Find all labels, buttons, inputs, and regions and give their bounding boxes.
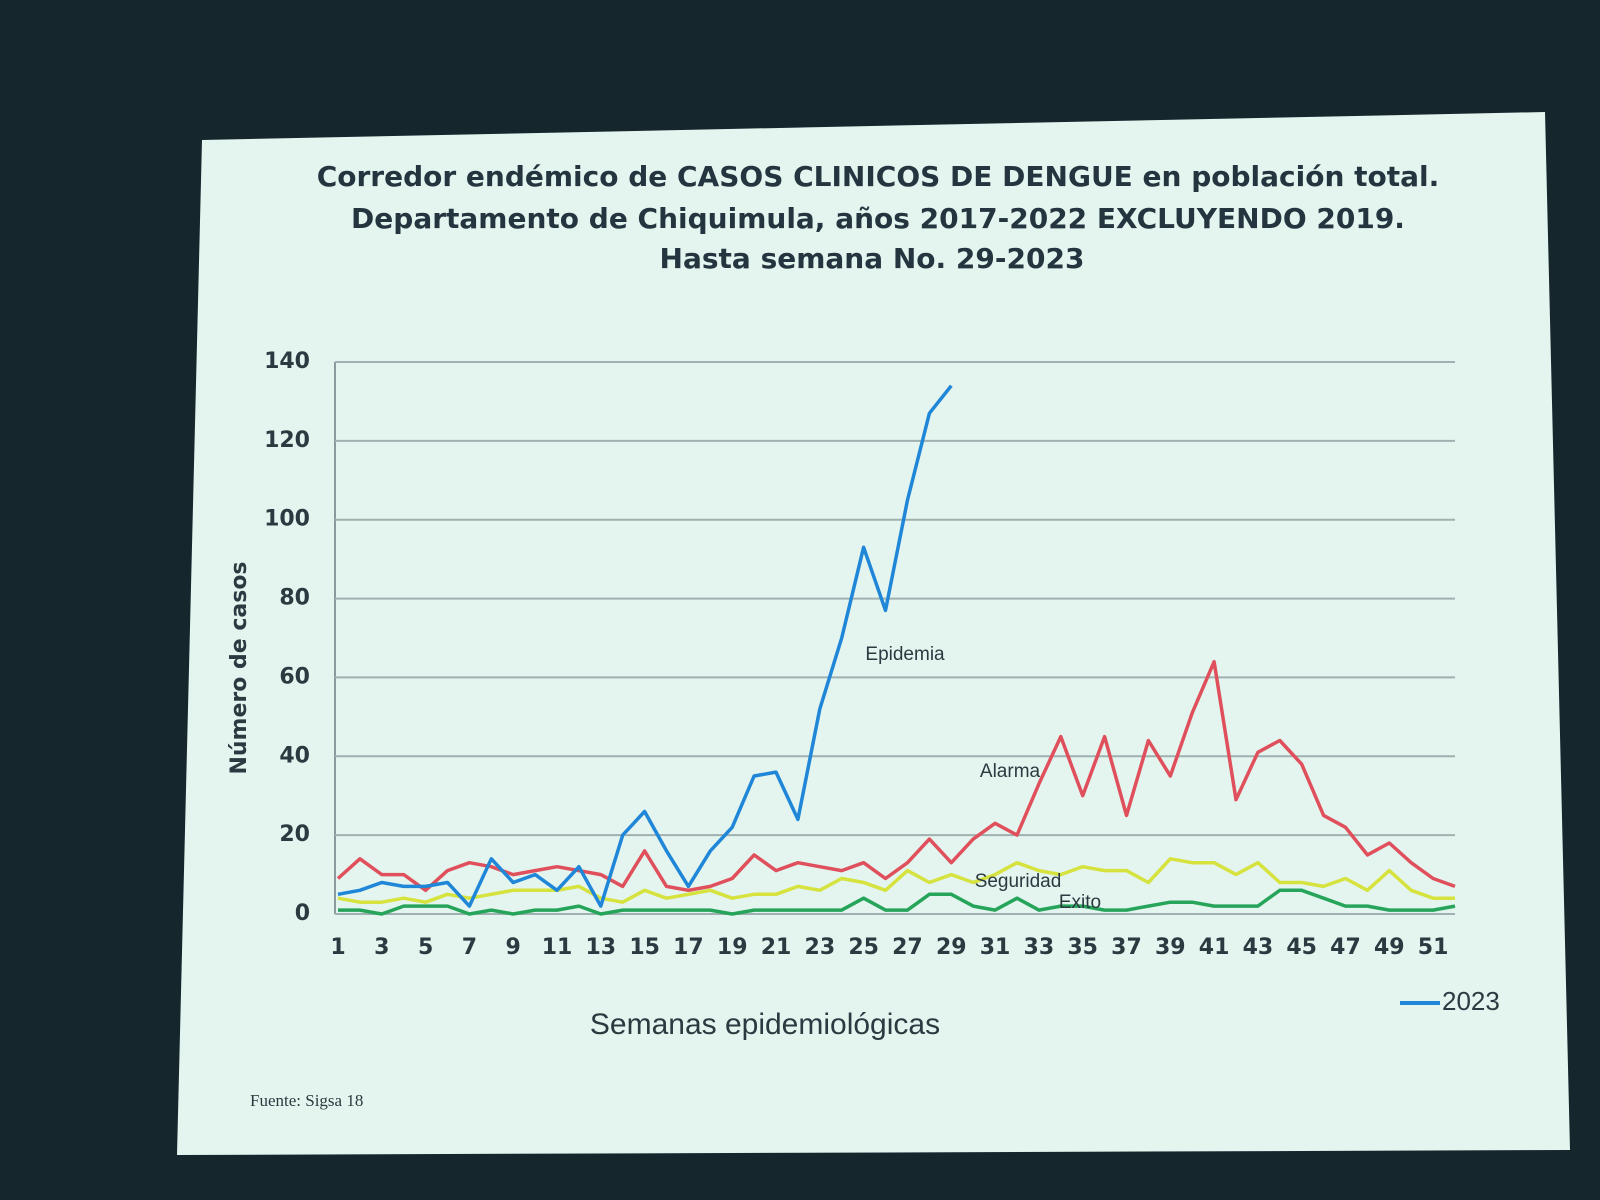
slide	[177, 112, 1570, 1155]
x-tick-label: 35	[1067, 935, 1098, 960]
chart-title: Departamento de Chiquimula, años 2017-20…	[351, 202, 1405, 235]
y-tick-label: 60	[279, 664, 310, 689]
x-tick-label: 9	[506, 935, 521, 960]
x-tick-label: 27	[892, 935, 923, 960]
x-tick-label: 13	[586, 935, 617, 960]
series-line	[337, 384, 953, 908]
x-tick-label: 41	[1199, 935, 1230, 960]
series-annotation: Exito	[1059, 892, 1101, 913]
y-tick-label: 0	[295, 901, 310, 926]
x-tick-label: 51	[1418, 935, 1449, 960]
x-tick-label: 33	[1024, 935, 1055, 960]
x-tick-label: 25	[848, 935, 879, 960]
source-note: Fuente: Sigsa 18	[250, 1091, 363, 1110]
series-line	[338, 888, 1456, 916]
series-annotation: Seguridad	[975, 871, 1062, 892]
x-tick-label: 45	[1286, 935, 1317, 960]
x-tick-label: 39	[1155, 935, 1186, 960]
y-axis-label: Número de casos	[227, 561, 252, 774]
x-tick-label: 5	[418, 935, 433, 960]
x-tick-label: 15	[629, 935, 660, 960]
chart-title: Hasta semana No. 29-2023	[660, 242, 1085, 275]
series-line	[336, 659, 1456, 893]
y-tick-label: 140	[264, 349, 310, 374]
x-tick-label: 37	[1111, 935, 1142, 960]
chart-title: Corredor endémico de CASOS CLINICOS DE D…	[317, 160, 1440, 193]
x-axis-label: Semanas epidemiológicas	[590, 1008, 940, 1041]
y-tick-label: 100	[264, 507, 310, 532]
legend-label: 2023	[1442, 986, 1500, 1016]
x-tick-label: 1	[330, 935, 345, 960]
x-tick-label: 29	[936, 935, 967, 960]
series-annotation: Alarma	[980, 761, 1041, 782]
x-tick-label: 3	[374, 935, 389, 960]
x-tick-label: 49	[1374, 935, 1405, 960]
x-tick-label: 11	[542, 935, 573, 960]
y-tick-label: 120	[264, 428, 310, 453]
x-tick-label: 23	[805, 935, 836, 960]
series-annotation: Epidemia	[865, 644, 945, 665]
x-tick-label: 17	[673, 935, 704, 960]
x-tick-label: 47	[1330, 935, 1361, 960]
series-line	[337, 857, 1455, 904]
x-tick-label: 19	[717, 935, 748, 960]
y-tick-label: 80	[279, 586, 310, 611]
x-tick-label: 7	[462, 935, 477, 960]
y-tick-label: 40	[279, 743, 310, 768]
x-tick-label: 43	[1243, 935, 1274, 960]
y-tick-label: 20	[279, 822, 310, 847]
x-tick-label: 21	[761, 935, 792, 960]
x-tick-label: 31	[980, 935, 1011, 960]
